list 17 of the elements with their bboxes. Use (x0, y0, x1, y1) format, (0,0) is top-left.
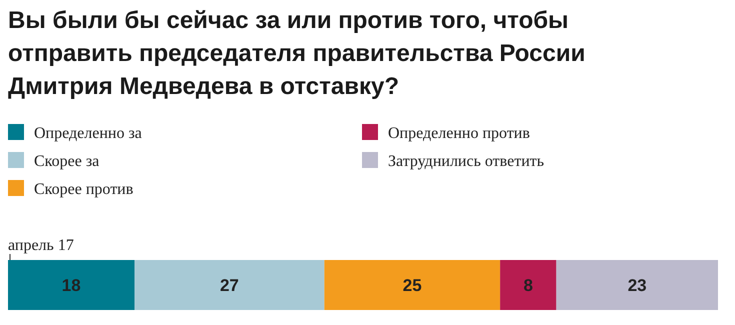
data-label: 18 (62, 276, 81, 295)
data-label: 8 (523, 276, 533, 295)
chart-title: Вы были бы сейчас за или против того, чтобы отправить председателя правительства России Дмитрия Медведева в отставку? (8, 7, 586, 100)
data-label: 25 (402, 276, 422, 295)
bar (556, 260, 718, 310)
legend-label: Скорее против (34, 181, 134, 198)
bar (324, 260, 500, 310)
bar (500, 260, 556, 310)
bar (134, 260, 324, 310)
data-label: 23 (628, 276, 647, 295)
legend-label: Определенно за (34, 125, 142, 142)
legend-label: Определенно против (388, 125, 530, 142)
legend-label: Затруднились ответить (388, 153, 544, 170)
y-tick-label: апрель 17 (8, 237, 74, 254)
bar (8, 260, 135, 310)
legend-label: Скорее за (34, 153, 100, 170)
data-label: 27 (220, 276, 239, 295)
